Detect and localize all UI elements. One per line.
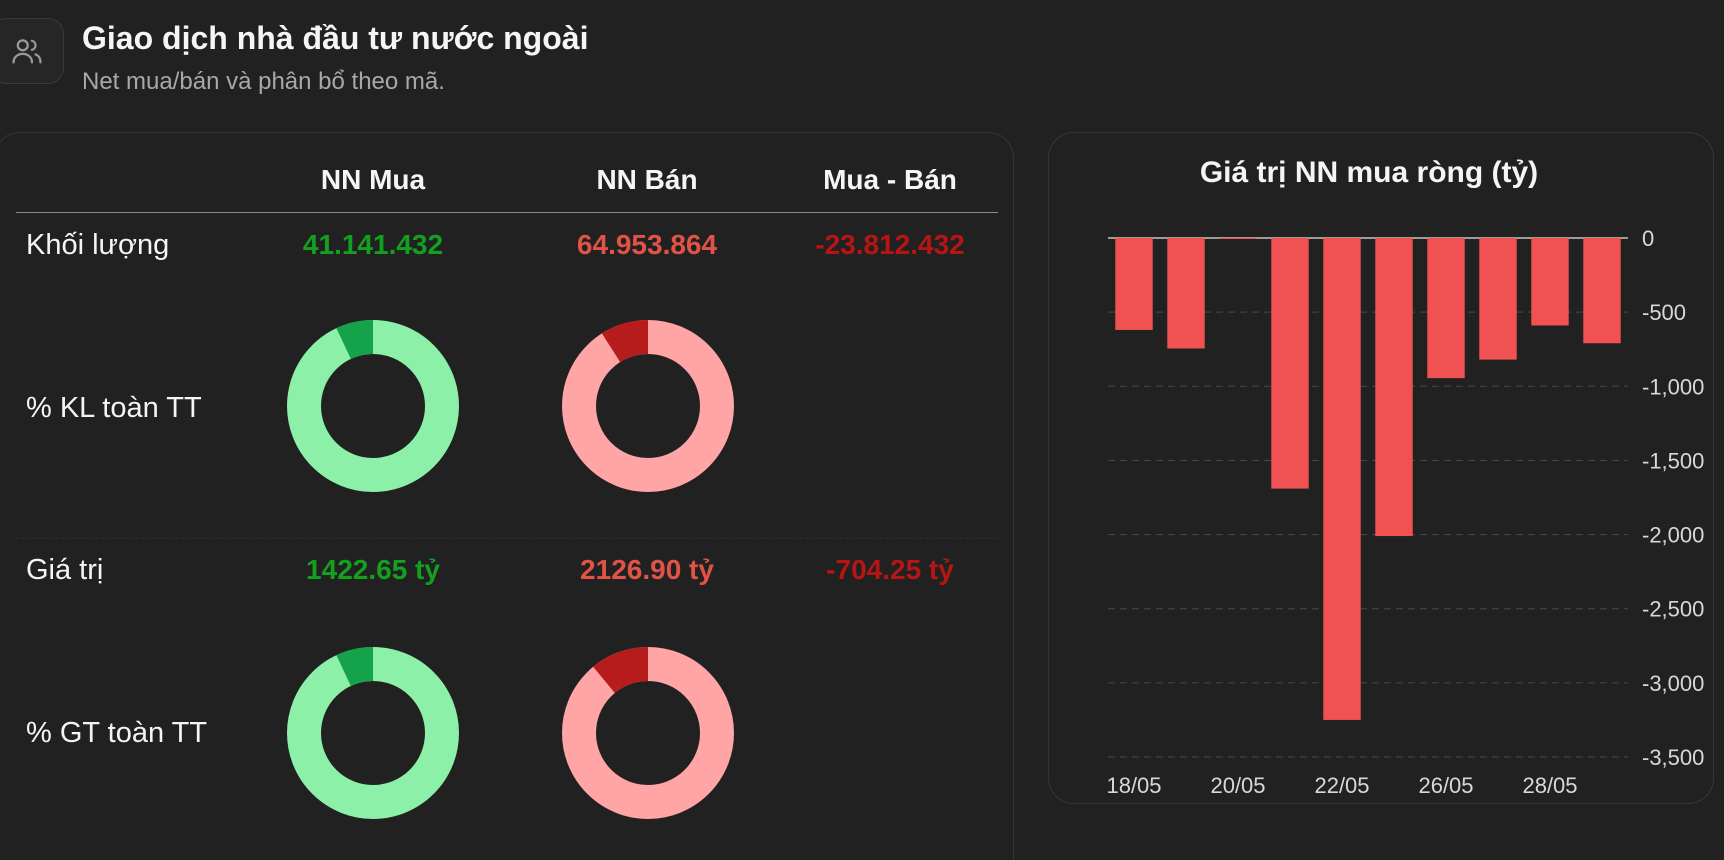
donut-share-segment: [562, 320, 734, 492]
volume-buy-share-donut: [287, 320, 459, 492]
value-buy-value: 1422.65 tỷ: [306, 554, 440, 585]
value-buy-share-donut: [287, 647, 459, 819]
row-label-value-pct: % GT toàn TT: [26, 717, 208, 749]
volume-sell-value: 64.953.864: [576, 229, 718, 260]
value-sell-value: 2126.90 tỷ: [580, 554, 714, 585]
bar-27-05[interactable]: [1479, 238, 1517, 360]
y-tick-label: -2,000: [1642, 523, 1704, 548]
donut-share-segment: [287, 320, 459, 492]
header-divider: [16, 212, 998, 213]
y-tick-label: -3,500: [1642, 745, 1704, 770]
row-divider: [16, 538, 998, 539]
y-tick-label: -500: [1642, 300, 1686, 325]
column-header-buy: NN Mua: [320, 164, 426, 195]
chart-title: Giá trị NN mua ròng (tỷ): [1199, 156, 1539, 189]
bar-28-05[interactable]: [1531, 238, 1569, 326]
y-tick-label: -1,000: [1642, 374, 1704, 399]
y-tick-label: -1,500: [1642, 448, 1704, 473]
section-header: Giao dịch nhà đầu tư nước ngoài Net mua/…: [0, 0, 1724, 110]
value-sell-share-donut: [562, 647, 734, 819]
bar-19-05[interactable]: [1167, 238, 1205, 349]
row-label-volume: Khối lượng: [26, 229, 170, 261]
column-header-net: Mua - Bán: [823, 164, 957, 195]
bar-22-05[interactable]: [1323, 238, 1361, 720]
bar-21-05[interactable]: [1271, 238, 1309, 489]
bar-26-05[interactable]: [1427, 238, 1465, 379]
donut-share-segment: [287, 647, 459, 819]
donut-share-segment: [562, 647, 734, 819]
bar-18-05[interactable]: [1115, 238, 1153, 330]
donut-remainder-segment: [287, 647, 459, 819]
x-tick-label: 28/05: [1522, 773, 1577, 798]
net-buy-bar-chart: 0 -500 -1,000 -1,500 -2,000 -2,500 -3,000 -3,50…: [1106, 226, 1704, 798]
donut-remainder-segment: [562, 647, 734, 819]
donut-remainder-segment: [562, 320, 734, 492]
x-tick-label: 26/05: [1418, 773, 1473, 798]
column-header-sell: NN Bán: [596, 164, 698, 195]
page-title: Giao dịch nhà đầu tư nước ngoài: [82, 20, 589, 56]
row-label-value: Giá trị: [26, 554, 104, 586]
row-label-volume-pct: % KL toàn TT: [26, 392, 202, 424]
y-tick-label: 0: [1642, 226, 1654, 251]
page-subtitle: Net mua/bán và phân bổ theo mã.: [82, 68, 445, 95]
bar-23-05[interactable]: [1375, 238, 1413, 537]
users-icon: [0, 18, 64, 84]
volume-buy-value: 41.141.432: [302, 229, 444, 260]
x-tick-label: 18/05: [1106, 773, 1161, 798]
x-tick-label: 20/05: [1210, 773, 1265, 798]
y-tick-label: -2,500: [1642, 597, 1704, 622]
donut-remainder-segment: [287, 320, 459, 492]
x-tick-label: 22/05: [1314, 773, 1369, 798]
volume-net-value: -23.812.432: [815, 229, 965, 260]
value-net-value: -704.25 tỷ: [826, 554, 954, 585]
bar-29-05[interactable]: [1583, 238, 1621, 344]
foreign-trade-table-card: [0, 132, 1014, 860]
y-tick-label: -3,000: [1642, 671, 1704, 696]
bar-20-05[interactable]: [1219, 238, 1257, 239]
volume-sell-share-donut: [562, 320, 734, 492]
